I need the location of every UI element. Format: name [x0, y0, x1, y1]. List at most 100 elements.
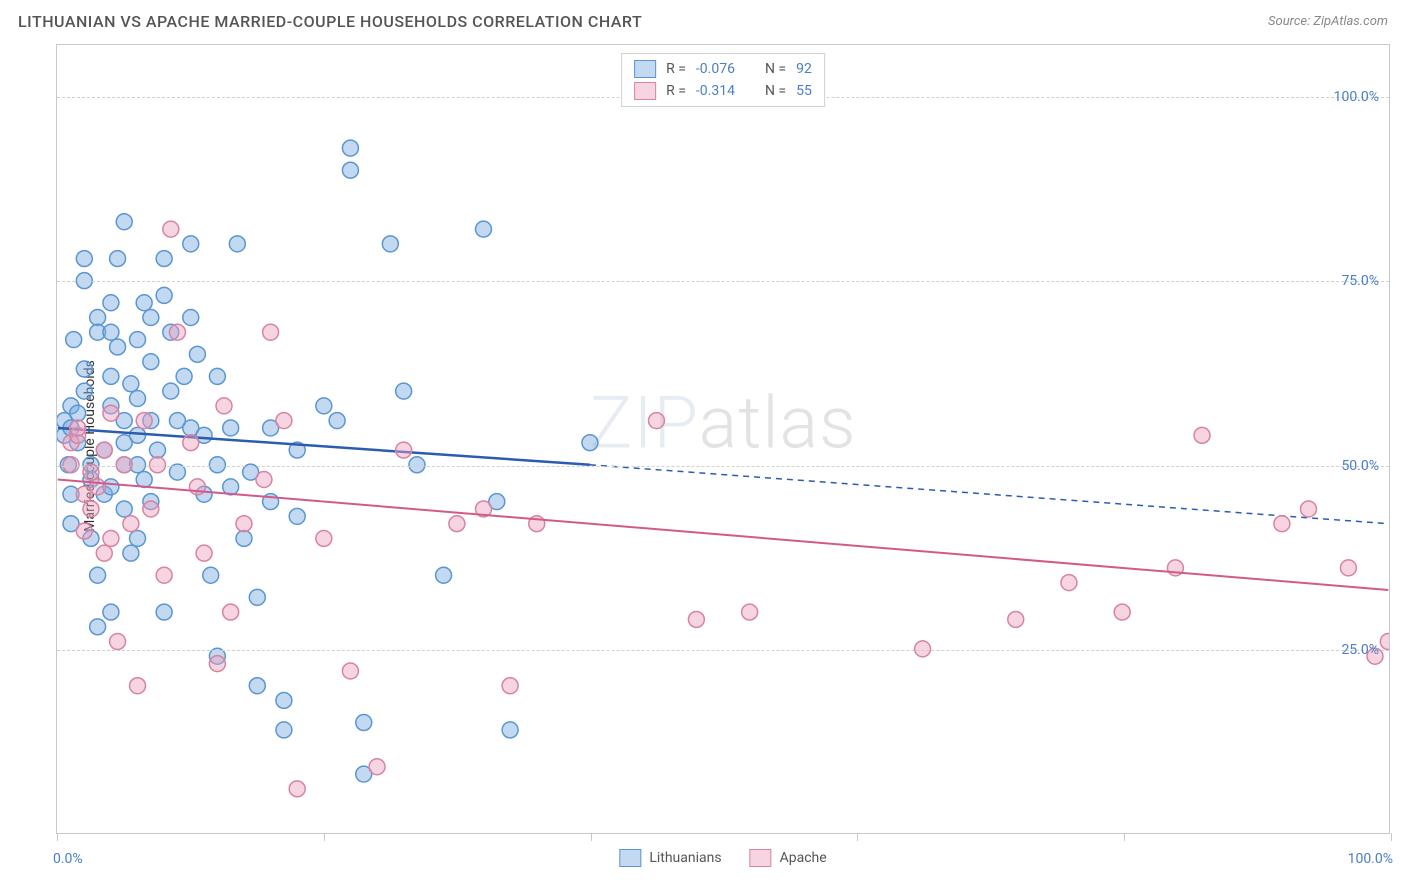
legend-swatch	[634, 60, 656, 78]
legend-stats-row: R = -0.076 N = 92	[634, 58, 812, 80]
scatter-point	[103, 295, 119, 311]
scatter-point	[130, 332, 146, 348]
scatter-point	[289, 781, 305, 797]
legend-n-value: 92	[796, 61, 812, 77]
scatter-point	[276, 413, 292, 429]
scatter-point	[648, 413, 664, 429]
xtick-label-max: 100.0%	[1348, 851, 1393, 867]
legend-series-item: Apache	[750, 849, 827, 867]
scatter-point	[236, 530, 252, 546]
scatter-point	[1008, 611, 1024, 627]
scatter-point	[742, 604, 758, 620]
scatter-point	[143, 354, 159, 370]
scatter-point	[76, 383, 92, 399]
scatter-point	[276, 692, 292, 708]
scatter-point	[582, 435, 598, 451]
scatter-point	[66, 332, 82, 348]
scatter-point	[502, 722, 518, 738]
scatter-point	[396, 383, 412, 399]
scatter-point	[209, 457, 225, 473]
scatter-point	[156, 604, 172, 620]
scatter-point	[396, 442, 412, 458]
scatter-point	[103, 368, 119, 384]
scatter-point	[110, 339, 126, 355]
scatter-point	[449, 516, 465, 532]
scatter-point	[76, 523, 92, 539]
scatter-point	[83, 501, 99, 517]
gridline	[57, 281, 1389, 282]
scatter-point	[356, 715, 372, 731]
scatter-point	[183, 435, 199, 451]
scatter-point	[236, 516, 252, 532]
scatter-point	[96, 442, 112, 458]
scatter-point	[1274, 516, 1290, 532]
scatter-point	[316, 398, 332, 414]
xtick-mark	[1391, 833, 1392, 841]
scatter-point	[342, 140, 358, 156]
xtick-label-min: 0.0%	[53, 851, 83, 867]
xtick-mark	[57, 833, 58, 841]
chart-header: LITHUANIAN VS APACHE MARRIED-COUPLE HOUS…	[18, 12, 1388, 31]
scatter-point	[289, 508, 305, 524]
scatter-point	[70, 405, 86, 421]
scatter-point	[116, 457, 132, 473]
scatter-point	[476, 221, 492, 237]
scatter-point	[409, 457, 425, 473]
legend-n-label: N =	[765, 61, 786, 77]
scatter-point	[329, 413, 345, 429]
scatter-point	[136, 295, 152, 311]
scatter-point	[136, 413, 152, 429]
scatter-point	[1114, 604, 1130, 620]
scatter-point	[110, 634, 126, 650]
scatter-point	[216, 398, 232, 414]
scatter-point	[130, 391, 146, 407]
scatter-point	[130, 427, 146, 443]
scatter-point	[163, 383, 179, 399]
scatter-point	[143, 310, 159, 326]
legend-n-label: N =	[765, 83, 786, 99]
ytick-label: 25.0%	[1341, 642, 1379, 658]
scatter-point	[96, 545, 112, 561]
xtick-mark	[591, 833, 592, 841]
legend-series-label: Apache	[780, 850, 827, 866]
legend-n-value: 55	[796, 83, 812, 99]
scatter-point	[1380, 634, 1389, 650]
legend-swatch	[634, 82, 656, 100]
scatter-point	[249, 589, 265, 605]
scatter-point	[76, 361, 92, 377]
scatter-point	[915, 641, 931, 657]
scatter-point	[130, 530, 146, 546]
chart-title: LITHUANIAN VS APACHE MARRIED-COUPLE HOUS…	[18, 12, 642, 31]
scatter-point	[223, 420, 239, 436]
scatter-point	[183, 310, 199, 326]
scatter-point	[156, 287, 172, 303]
scatter-point	[90, 479, 106, 495]
scatter-point	[110, 251, 126, 267]
legend-series-label: Lithuanians	[649, 850, 721, 866]
scatter-point	[263, 324, 279, 340]
scatter-point	[196, 545, 212, 561]
scatter-point	[116, 214, 132, 230]
scatter-point	[169, 324, 185, 340]
legend-r-value: -0.076	[696, 61, 735, 77]
legend-swatch	[750, 849, 772, 867]
scatter-point	[90, 310, 106, 326]
trend-line	[58, 480, 1389, 590]
scatter-point	[1061, 575, 1077, 591]
scatter-point	[502, 678, 518, 694]
scatter-point	[229, 236, 245, 252]
xtick-mark	[1124, 833, 1125, 841]
scatter-point	[276, 722, 292, 738]
scatter-point	[70, 420, 86, 436]
gridline	[57, 650, 1389, 651]
xtick-mark	[857, 833, 858, 841]
scatter-point	[103, 405, 119, 421]
scatter-point	[90, 619, 106, 635]
legend-r-label: R =	[666, 61, 686, 77]
scatter-point	[209, 368, 225, 384]
legend-r-label: R =	[666, 83, 686, 99]
ytick-label: 50.0%	[1341, 458, 1379, 474]
scatter-point	[156, 567, 172, 583]
legend-series-item: Lithuanians	[619, 849, 721, 867]
scatter-point	[103, 604, 119, 620]
